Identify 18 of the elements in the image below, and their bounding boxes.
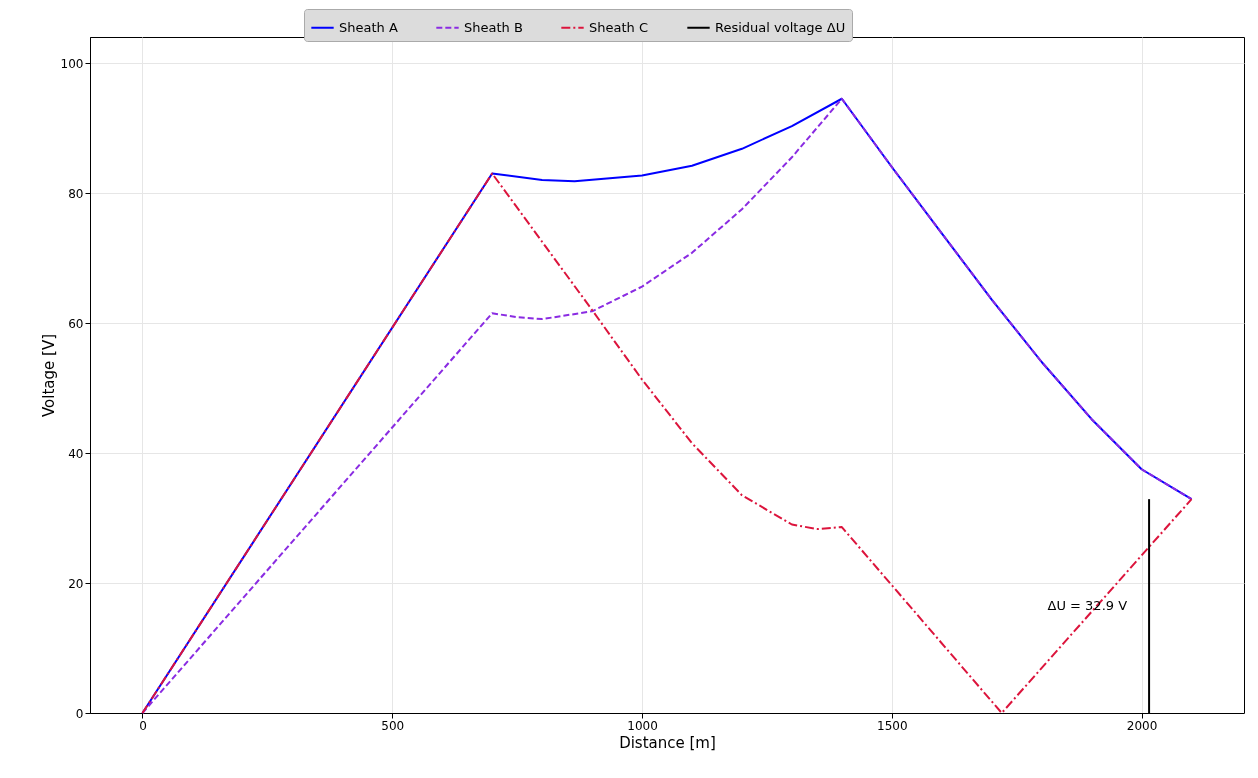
- y-tick-label: 60: [68, 316, 84, 331]
- y-tick-label: 100: [60, 56, 84, 71]
- y-tick-label: 80: [68, 186, 84, 201]
- annotation: ΔU = 32.9 V: [1047, 597, 1128, 613]
- legend-label: Sheath B: [464, 19, 523, 35]
- y-axis-title: Voltage [V]: [39, 334, 58, 417]
- legend-label: Sheath A: [339, 19, 398, 35]
- legend-label: Residual voltage ΔU: [715, 19, 846, 35]
- x-tick-label: 1500: [877, 718, 908, 733]
- x-tick-label: 1000: [627, 718, 658, 733]
- x-tick-label: 2000: [1126, 718, 1158, 733]
- y-tick-label: 20: [68, 576, 84, 591]
- x-tick-label: 0: [139, 718, 147, 733]
- y-tick-label: 0: [75, 706, 84, 721]
- x-axis-title: Distance [m]: [619, 733, 716, 752]
- legend-label: Sheath C: [589, 19, 649, 35]
- x-tick-label: 500: [381, 718, 405, 733]
- y-tick-label: 40: [68, 446, 84, 461]
